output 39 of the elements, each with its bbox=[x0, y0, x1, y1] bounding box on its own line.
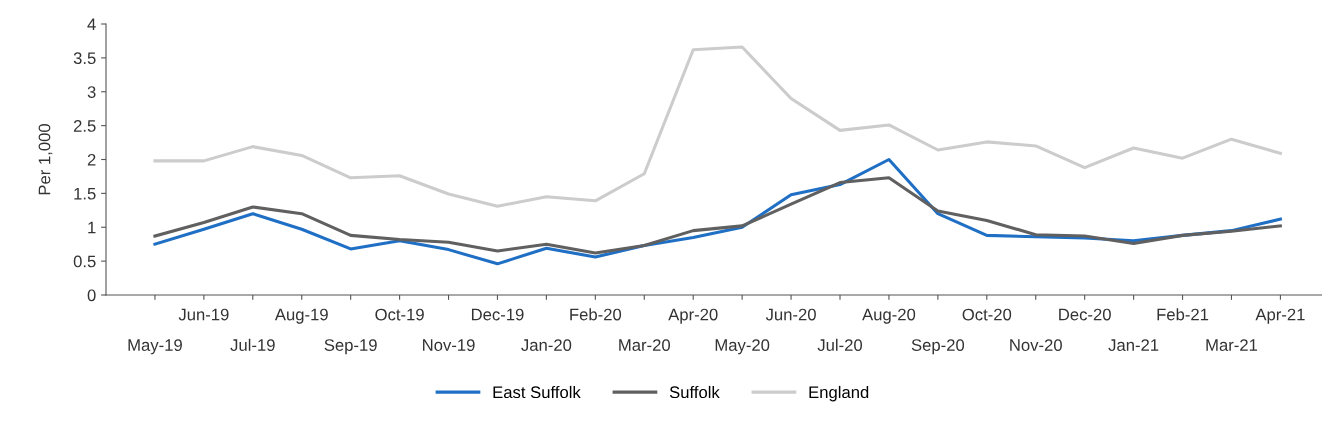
x-tick-label: Jul-20 bbox=[817, 338, 863, 351]
x-tick-label: Aug-19 bbox=[274, 308, 328, 324]
x-tick-label: Jan-21 bbox=[1108, 339, 1159, 351]
x-tick-label: Jun-19 bbox=[178, 308, 229, 321]
x-tick-label: Sep-20 bbox=[911, 339, 965, 355]
x-tick-label: Dec-20 bbox=[1059, 308, 1111, 321]
x-tick-label: Sep-19 bbox=[324, 339, 377, 355]
y-axis-title: Per 1,000 bbox=[38, 124, 53, 195]
x-tick-label: Feb-20 bbox=[570, 308, 622, 321]
y-tick-label: 1 bbox=[88, 221, 96, 234]
x-tick-label: May-20 bbox=[715, 339, 770, 355]
y-tick-label: 3.5 bbox=[73, 52, 96, 65]
x-tick-label: Oct-19 bbox=[375, 308, 424, 321]
x-tick-label: Mar-21 bbox=[1206, 339, 1258, 351]
legend-label: Suffolk bbox=[669, 385, 720, 399]
y-tick-label: 2 bbox=[87, 153, 96, 166]
x-tick-label: Apr-21 bbox=[1255, 308, 1305, 324]
y-tick-label: 2.5 bbox=[73, 120, 96, 132]
legend-label: England bbox=[809, 385, 869, 402]
y-tick-label: 4 bbox=[87, 18, 96, 31]
x-tick-label: Jan-20 bbox=[521, 339, 572, 351]
line-series bbox=[153, 45, 1282, 208]
x-tick-label: May-19 bbox=[128, 339, 182, 355]
y-tick-label: 0 bbox=[87, 289, 96, 302]
x-tick-label: Feb-21 bbox=[1157, 308, 1209, 321]
x-tick-label: Apr-20 bbox=[668, 308, 718, 324]
x-tick-label: Aug-20 bbox=[862, 308, 916, 324]
x-tick-label: Jun-20 bbox=[765, 308, 816, 321]
x-tick-label: Dec-19 bbox=[471, 308, 524, 321]
y-tick-label: 1.5 bbox=[74, 187, 96, 200]
line-series bbox=[153, 176, 1282, 255]
x-tick-label: Nov-19 bbox=[423, 339, 475, 351]
legend-label: East Suffolk bbox=[493, 385, 581, 399]
x-tick-label: Oct-20 bbox=[962, 308, 1012, 321]
y-tick-label: 3 bbox=[87, 86, 96, 98]
x-tick-label: Nov-20 bbox=[1010, 339, 1062, 351]
y-tick-label: 0.5 bbox=[73, 255, 96, 268]
x-tick-label: Jul-19 bbox=[230, 338, 275, 351]
x-tick-label: Mar-20 bbox=[619, 339, 671, 351]
